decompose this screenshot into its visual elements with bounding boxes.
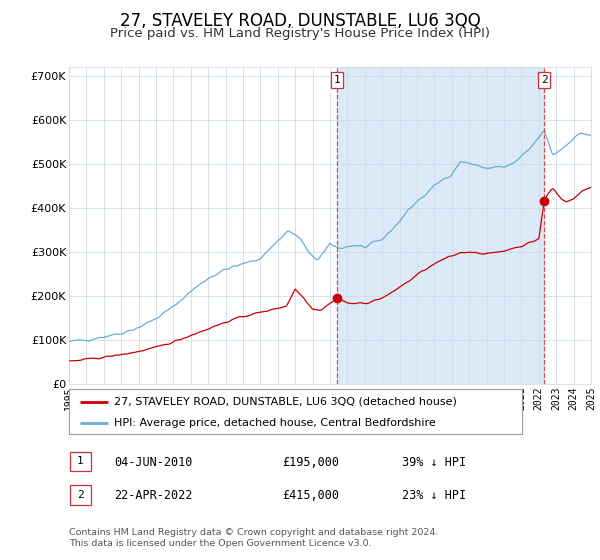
- Bar: [337, 67, 544, 384]
- FancyBboxPatch shape: [69, 389, 522, 434]
- FancyBboxPatch shape: [70, 452, 91, 471]
- Text: 1: 1: [77, 456, 84, 466]
- Text: 1: 1: [334, 75, 341, 85]
- Text: £415,000: £415,000: [282, 489, 339, 502]
- Text: 2: 2: [77, 490, 84, 500]
- Text: 27, STAVELEY ROAD, DUNSTABLE, LU6 3QQ (detached house): 27, STAVELEY ROAD, DUNSTABLE, LU6 3QQ (d…: [115, 396, 457, 407]
- Text: Contains HM Land Registry data © Crown copyright and database right 2024.
This d: Contains HM Land Registry data © Crown c…: [69, 528, 439, 548]
- Text: 39% ↓ HPI: 39% ↓ HPI: [402, 455, 466, 469]
- Text: 04-JUN-2010: 04-JUN-2010: [114, 455, 193, 469]
- Text: HPI: Average price, detached house, Central Bedfordshire: HPI: Average price, detached house, Cent…: [115, 418, 436, 428]
- Text: 2: 2: [541, 75, 548, 85]
- Text: 23% ↓ HPI: 23% ↓ HPI: [402, 489, 466, 502]
- Text: 22-APR-2022: 22-APR-2022: [114, 489, 193, 502]
- FancyBboxPatch shape: [70, 486, 91, 505]
- Text: £195,000: £195,000: [282, 455, 339, 469]
- Text: Price paid vs. HM Land Registry's House Price Index (HPI): Price paid vs. HM Land Registry's House …: [110, 27, 490, 40]
- Text: 27, STAVELEY ROAD, DUNSTABLE, LU6 3QQ: 27, STAVELEY ROAD, DUNSTABLE, LU6 3QQ: [119, 12, 481, 30]
